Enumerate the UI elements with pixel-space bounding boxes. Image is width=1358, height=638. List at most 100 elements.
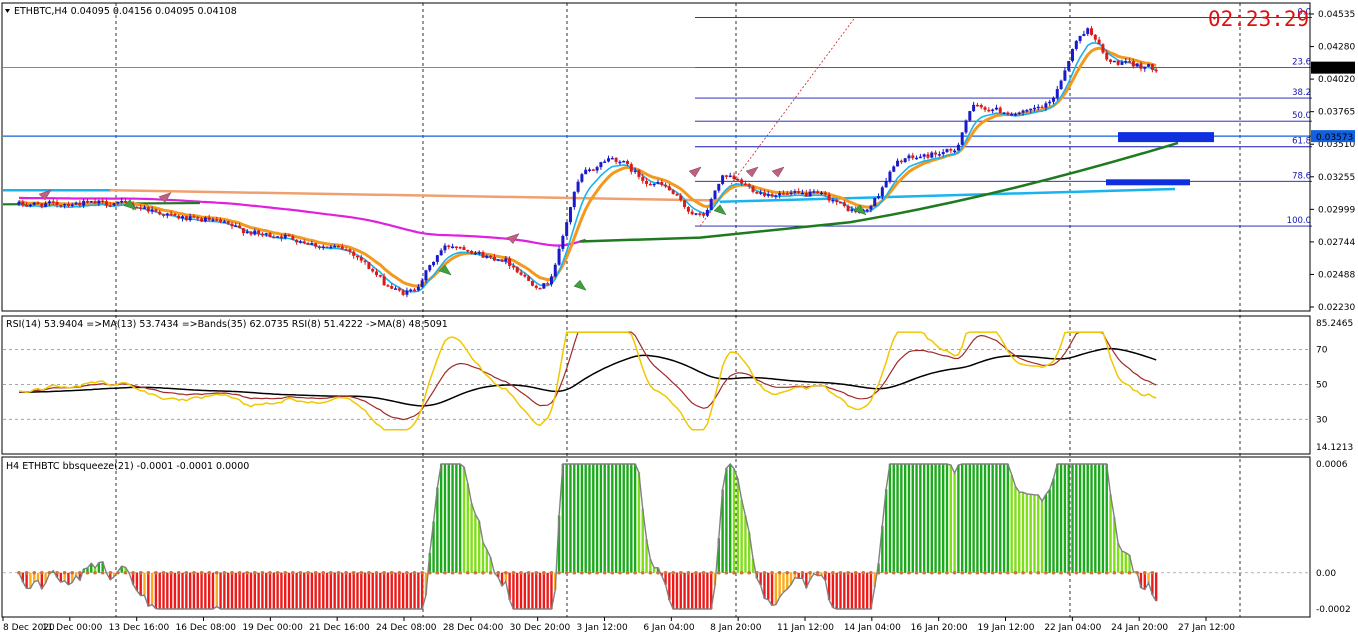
- candle-body[interactable]: [25, 205, 29, 207]
- candle-body[interactable]: [683, 200, 687, 208]
- candle-body[interactable]: [66, 204, 70, 206]
- candle-body[interactable]: [108, 205, 112, 207]
- candle-body[interactable]: [382, 276, 386, 286]
- candle-body[interactable]: [120, 201, 124, 203]
- collapse-arrow-icon[interactable]: [5, 9, 10, 13]
- candle-body[interactable]: [736, 179, 740, 181]
- candle-body[interactable]: [527, 276, 531, 281]
- candle-body[interactable]: [268, 233, 272, 237]
- candle-body[interactable]: [1116, 60, 1120, 65]
- candle-body[interactable]: [291, 236, 295, 240]
- candle-body[interactable]: [1051, 97, 1055, 102]
- candle-body[interactable]: [595, 167, 599, 171]
- candle-body[interactable]: [797, 191, 801, 193]
- candle-body[interactable]: [454, 246, 458, 249]
- candle-body[interactable]: [671, 190, 675, 194]
- candle-body[interactable]: [260, 233, 264, 236]
- candle-body[interactable]: [755, 191, 759, 194]
- candle-body[interactable]: [325, 246, 329, 249]
- candle-body[interactable]: [317, 246, 321, 249]
- candle-body[interactable]: [143, 207, 147, 209]
- candle-body[interactable]: [492, 256, 496, 261]
- candle-body[interactable]: [420, 280, 424, 287]
- candle-body[interactable]: [1109, 59, 1113, 62]
- candle-body[interactable]: [473, 252, 477, 255]
- candle-body[interactable]: [591, 169, 595, 171]
- candle-body[interactable]: [196, 217, 200, 219]
- candle-body[interactable]: [626, 160, 630, 165]
- candle-body[interactable]: [835, 199, 839, 203]
- candle-body[interactable]: [713, 190, 717, 199]
- candle-body[interactable]: [1128, 61, 1132, 63]
- candle-body[interactable]: [104, 201, 108, 206]
- candle-body[interactable]: [934, 152, 938, 155]
- candle-body[interactable]: [918, 156, 922, 159]
- candle-body[interactable]: [694, 213, 698, 215]
- candle-body[interactable]: [979, 104, 983, 108]
- candle-body[interactable]: [40, 203, 44, 207]
- candle-body[interactable]: [778, 193, 782, 196]
- candle-body[interactable]: [51, 201, 55, 203]
- candle-body[interactable]: [641, 176, 645, 181]
- candle-body[interactable]: [234, 225, 238, 228]
- candle-body[interactable]: [667, 186, 671, 191]
- candle-body[interactable]: [1082, 33, 1086, 36]
- candle-body[interactable]: [158, 211, 162, 215]
- candle-body[interactable]: [112, 203, 116, 206]
- candle-body[interactable]: [165, 213, 169, 216]
- candle-body[interactable]: [295, 239, 299, 243]
- candle-body[interactable]: [633, 170, 637, 172]
- candle-body[interactable]: [519, 272, 523, 275]
- candle-body[interactable]: [842, 202, 846, 206]
- candle-body[interactable]: [173, 213, 177, 216]
- candle-body[interactable]: [698, 213, 702, 215]
- candle-body[interactable]: [1071, 48, 1075, 61]
- candle-body[interactable]: [664, 184, 668, 187]
- candle-body[interactable]: [477, 252, 481, 254]
- candle-body[interactable]: [253, 230, 257, 235]
- candle-body[interactable]: [804, 192, 808, 197]
- candle-body[interactable]: [1093, 34, 1097, 40]
- candle-body[interactable]: [546, 283, 550, 285]
- candle-body[interactable]: [915, 157, 919, 160]
- candle-body[interactable]: [648, 183, 652, 186]
- candle-body[interactable]: [375, 271, 379, 276]
- candle-body[interactable]: [481, 252, 485, 258]
- candle-body[interactable]: [702, 213, 706, 216]
- candle-body[interactable]: [994, 107, 998, 110]
- candle-body[interactable]: [884, 181, 888, 188]
- candle-body[interactable]: [154, 209, 158, 212]
- candle-body[interactable]: [435, 255, 439, 262]
- candle-body[interactable]: [800, 192, 804, 195]
- candle-body[interactable]: [1124, 61, 1128, 63]
- candle-body[interactable]: [747, 184, 751, 187]
- candle-body[interactable]: [1063, 70, 1067, 81]
- candle-body[interactable]: [930, 152, 934, 158]
- candle-body[interactable]: [416, 286, 420, 291]
- candle-body[interactable]: [1017, 112, 1021, 115]
- candle-body[interactable]: [428, 265, 432, 271]
- candle-body[interactable]: [123, 201, 127, 203]
- candle-body[interactable]: [785, 193, 789, 195]
- candle-body[interactable]: [359, 257, 363, 261]
- candle-body[interactable]: [447, 245, 451, 248]
- candle-body[interactable]: [226, 221, 230, 224]
- candle-body[interactable]: [74, 202, 78, 205]
- candle-body[interactable]: [241, 228, 245, 234]
- candle-body[interactable]: [850, 209, 854, 212]
- candle-body[interactable]: [827, 194, 831, 201]
- candle-body[interactable]: [732, 175, 736, 180]
- candle-body[interactable]: [78, 202, 82, 206]
- candle-body[interactable]: [998, 107, 1002, 114]
- candle-body[interactable]: [793, 191, 797, 193]
- candle-body[interactable]: [352, 251, 356, 256]
- candle-body[interactable]: [146, 207, 150, 212]
- candle-body[interactable]: [1112, 60, 1116, 63]
- candle-body[interactable]: [378, 275, 382, 277]
- candle-body[interactable]: [306, 243, 310, 245]
- candle-body[interactable]: [614, 157, 618, 162]
- candle-body[interactable]: [1131, 61, 1135, 67]
- candle-body[interactable]: [846, 205, 850, 212]
- candle-body[interactable]: [1097, 39, 1101, 45]
- price-panel[interactable]: [2, 26, 1179, 298]
